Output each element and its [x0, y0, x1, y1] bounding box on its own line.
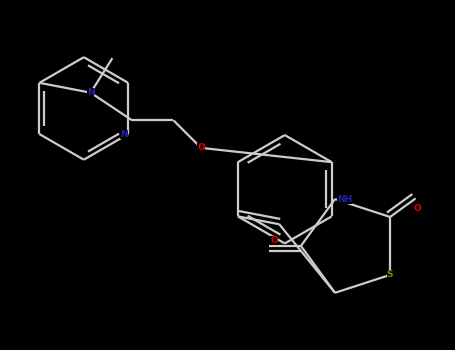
Text: S: S — [387, 271, 393, 279]
Text: N: N — [87, 88, 95, 97]
Text: N: N — [121, 130, 128, 139]
Text: O: O — [270, 236, 278, 245]
Text: O: O — [414, 204, 421, 213]
Text: O: O — [197, 144, 205, 152]
Text: NH: NH — [337, 195, 353, 204]
